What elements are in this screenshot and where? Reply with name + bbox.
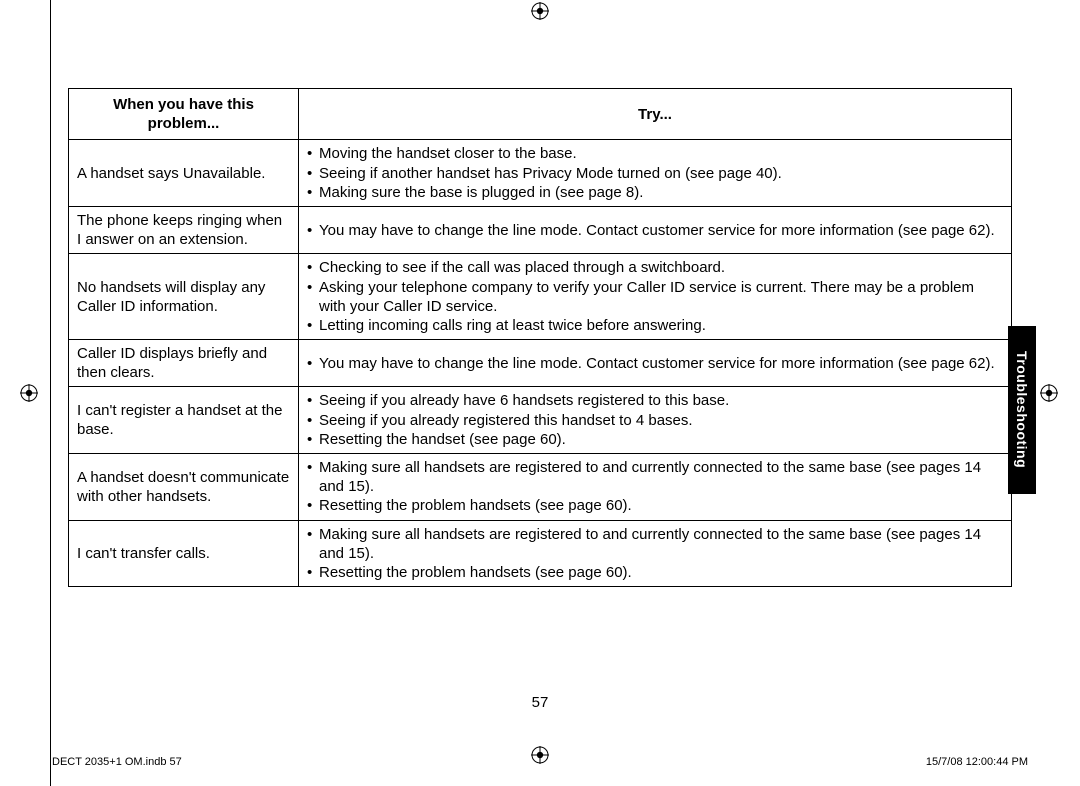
table-row: The phone keeps ringing when I answer on… bbox=[69, 206, 1012, 253]
try-list: You may have to change the line mode. Co… bbox=[307, 354, 1003, 373]
footer: DECT 2035+1 OM.indb 57 15/7/08 12:00:44 … bbox=[50, 756, 1030, 768]
table-header-try: Try... bbox=[299, 89, 1012, 140]
problem-cell: No handsets will display any Caller ID i… bbox=[69, 254, 299, 340]
try-cell: Moving the handset closer to the base.Se… bbox=[299, 140, 1012, 207]
try-item: Resetting the problem handsets (see page… bbox=[307, 563, 1003, 582]
registration-mark-icon bbox=[20, 384, 38, 402]
problem-cell: A handset doesn't communicate with other… bbox=[69, 454, 299, 521]
footer-right: 15/7/08 12:00:44 PM bbox=[926, 756, 1028, 768]
try-cell: You may have to change the line mode. Co… bbox=[299, 340, 1012, 387]
troubleshooting-table: When you have this problem... Try... A h… bbox=[68, 88, 1012, 587]
table-header-problem: When you have this problem... bbox=[69, 89, 299, 140]
try-item: Letting incoming calls ring at least twi… bbox=[307, 316, 1003, 335]
try-cell: Checking to see if the call was placed t… bbox=[299, 254, 1012, 340]
section-tab: Troubleshooting bbox=[1008, 326, 1036, 494]
try-item: You may have to change the line mode. Co… bbox=[307, 221, 1003, 240]
try-item: Seeing if you already registered this ha… bbox=[307, 411, 1003, 430]
try-list: You may have to change the line mode. Co… bbox=[307, 221, 1003, 240]
try-list: Seeing if you already have 6 handsets re… bbox=[307, 391, 1003, 449]
try-item: Making sure the base is plugged in (see … bbox=[307, 183, 1003, 202]
try-cell: Seeing if you already have 6 handsets re… bbox=[299, 387, 1012, 454]
try-item: You may have to change the line mode. Co… bbox=[307, 354, 1003, 373]
problem-cell: I can't register a handset at the base. bbox=[69, 387, 299, 454]
try-list: Making sure all handsets are registered … bbox=[307, 525, 1003, 583]
try-list: Moving the handset closer to the base.Se… bbox=[307, 144, 1003, 202]
table-row: A handset doesn't communicate with other… bbox=[69, 454, 1012, 521]
content-area: When you have this problem... Try... A h… bbox=[68, 88, 1012, 587]
try-cell: You may have to change the line mode. Co… bbox=[299, 206, 1012, 253]
try-item: Moving the handset closer to the base. bbox=[307, 144, 1003, 163]
try-item: Checking to see if the call was placed t… bbox=[307, 258, 1003, 277]
try-item: Asking your telephone company to verify … bbox=[307, 278, 1003, 316]
try-item: Making sure all handsets are registered … bbox=[307, 525, 1003, 563]
footer-left: DECT 2035+1 OM.indb 57 bbox=[52, 756, 182, 768]
registration-mark-icon bbox=[1040, 384, 1058, 402]
try-item: Seeing if you already have 6 handsets re… bbox=[307, 391, 1003, 410]
section-tab-label: Troubleshooting bbox=[1014, 351, 1030, 468]
problem-cell: A handset says Unavailable. bbox=[69, 140, 299, 207]
page-number: 57 bbox=[0, 694, 1080, 711]
try-cell: Making sure all handsets are registered … bbox=[299, 520, 1012, 587]
table-row: No handsets will display any Caller ID i… bbox=[69, 254, 1012, 340]
try-list: Making sure all handsets are registered … bbox=[307, 458, 1003, 516]
registration-mark-icon bbox=[531, 2, 549, 20]
table-row: I can't transfer calls.Making sure all h… bbox=[69, 520, 1012, 587]
table-row: Caller ID displays briefly and then clea… bbox=[69, 340, 1012, 387]
problem-cell: The phone keeps ringing when I answer on… bbox=[69, 206, 299, 253]
problem-cell: Caller ID displays briefly and then clea… bbox=[69, 340, 299, 387]
try-list: Checking to see if the call was placed t… bbox=[307, 258, 1003, 335]
try-item: Making sure all handsets are registered … bbox=[307, 458, 1003, 496]
problem-cell: I can't transfer calls. bbox=[69, 520, 299, 587]
try-item: Resetting the problem handsets (see page… bbox=[307, 496, 1003, 515]
try-cell: Making sure all handsets are registered … bbox=[299, 454, 1012, 521]
try-item: Seeing if another handset has Privacy Mo… bbox=[307, 164, 1003, 183]
table-row: A handset says Unavailable.Moving the ha… bbox=[69, 140, 1012, 207]
try-item: Resetting the handset (see page 60). bbox=[307, 430, 1003, 449]
table-row: I can't register a handset at the base. S… bbox=[69, 387, 1012, 454]
